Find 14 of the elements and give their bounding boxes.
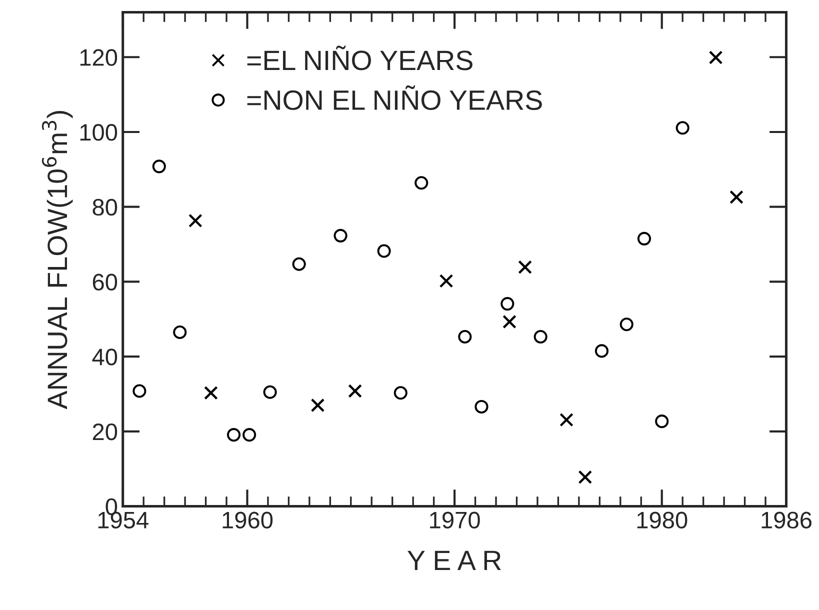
y-tick-label: 120 — [80, 49, 118, 66]
x-tick-label: 1980 — [637, 512, 688, 529]
legend-label: =NON EL NIÑO YEARS — [247, 85, 542, 110]
y-tick-label: 100 — [80, 124, 118, 141]
legend-label: =EL NIÑO YEARS — [247, 46, 472, 70]
y-tick-label: 40 — [92, 348, 118, 366]
y-tick-label: 20 — [92, 424, 118, 440]
x-tick-label: 1970 — [430, 512, 480, 529]
y-tick-label: 60 — [92, 274, 118, 290]
x-tick-label: 1960 — [222, 512, 273, 529]
x-axis-title: Y E A R — [408, 550, 501, 570]
x-tick-label: 1986 — [762, 512, 812, 529]
y-axis-title: ANNUAL FLOW(10$^{6}$m$^{3}$) — [42, 111, 73, 410]
y-tick-label: 80 — [92, 198, 118, 216]
